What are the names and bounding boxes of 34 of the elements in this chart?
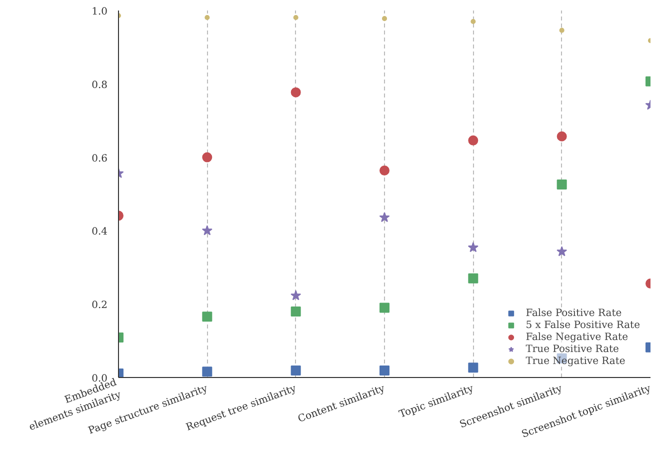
point <box>468 242 478 252</box>
y-tick-label: 0.6 <box>92 153 108 164</box>
legend-label: True Negative Rate <box>526 355 626 367</box>
legend-label: False Positive Rate <box>526 307 622 319</box>
point <box>293 14 298 20</box>
point <box>556 246 568 256</box>
point <box>380 366 390 376</box>
y-tick-label: 1.0 <box>92 6 108 18</box>
point <box>468 135 478 146</box>
point <box>290 290 302 300</box>
point <box>202 366 212 377</box>
point <box>559 28 564 33</box>
point <box>556 179 567 190</box>
point <box>380 166 390 176</box>
point <box>380 302 390 313</box>
legend-label: 5 x False Positive Rate <box>526 319 640 331</box>
point <box>290 366 301 376</box>
point <box>290 87 301 98</box>
y-tick-label: 0.4 <box>92 226 108 238</box>
y-tick-label: 0.2 <box>92 300 108 312</box>
point <box>290 306 301 316</box>
point <box>379 212 390 222</box>
point <box>204 14 210 20</box>
point <box>470 18 476 24</box>
point <box>202 225 212 236</box>
point <box>202 152 212 162</box>
point <box>202 312 212 322</box>
legend-label: True Positive Rate <box>526 343 619 355</box>
point <box>382 16 388 22</box>
point <box>468 362 478 373</box>
legend-label: False Negative Rate <box>526 331 628 343</box>
point <box>556 131 567 142</box>
y-tick-label: 0.8 <box>92 80 108 91</box>
point <box>468 273 478 284</box>
